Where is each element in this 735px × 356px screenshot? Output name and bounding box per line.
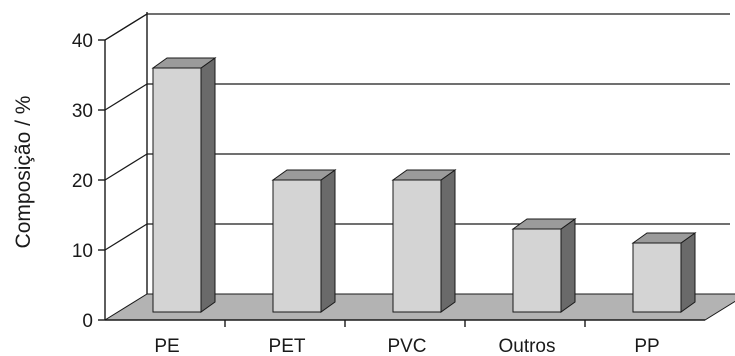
x-category-labels: PE PET PVC Outros PP — [154, 336, 659, 356]
bars — [151, 57, 697, 313]
y-tick-label-10: 10 — [72, 241, 93, 262]
gridline-side-10 — [104, 223, 148, 251]
bar-side-outros — [560, 218, 576, 313]
bar-pet — [271, 169, 337, 313]
gridline-side-30 — [104, 83, 148, 111]
bar-front-pp — [632, 242, 682, 313]
top-side-edge — [104, 13, 148, 41]
bar-pe — [151, 57, 217, 313]
y-tick-label-40: 40 — [72, 31, 93, 52]
y-tick-labels: 0 10 20 30 40 — [72, 31, 93, 332]
bar-front-pvc — [392, 179, 442, 313]
bar-pvc — [391, 169, 457, 313]
x-label-pe: PE — [154, 336, 179, 356]
bar-side-pet — [320, 169, 336, 313]
bar-outros — [511, 218, 577, 313]
gridline-side-20 — [104, 153, 148, 181]
bar-front-pe — [152, 67, 202, 313]
bar-side-pp — [680, 232, 696, 313]
y-tick-label-0: 0 — [82, 311, 93, 332]
bar-side-pvc — [440, 169, 456, 313]
axes — [98, 12, 705, 327]
y-axis-title: Composição / % — [12, 96, 35, 249]
x-label-pp: PP — [634, 336, 659, 356]
x-label-pet: PET — [269, 336, 306, 356]
bar-front-pet — [272, 179, 322, 313]
bar-side-pe — [200, 57, 216, 313]
y-tick-label-20: 20 — [72, 171, 93, 192]
x-label-pvc: PVC — [387, 336, 426, 356]
x-label-outros: Outros — [498, 336, 555, 356]
bar-front-outros — [512, 228, 562, 313]
bar-pp — [631, 232, 697, 313]
y-tick-label-30: 30 — [72, 101, 93, 122]
